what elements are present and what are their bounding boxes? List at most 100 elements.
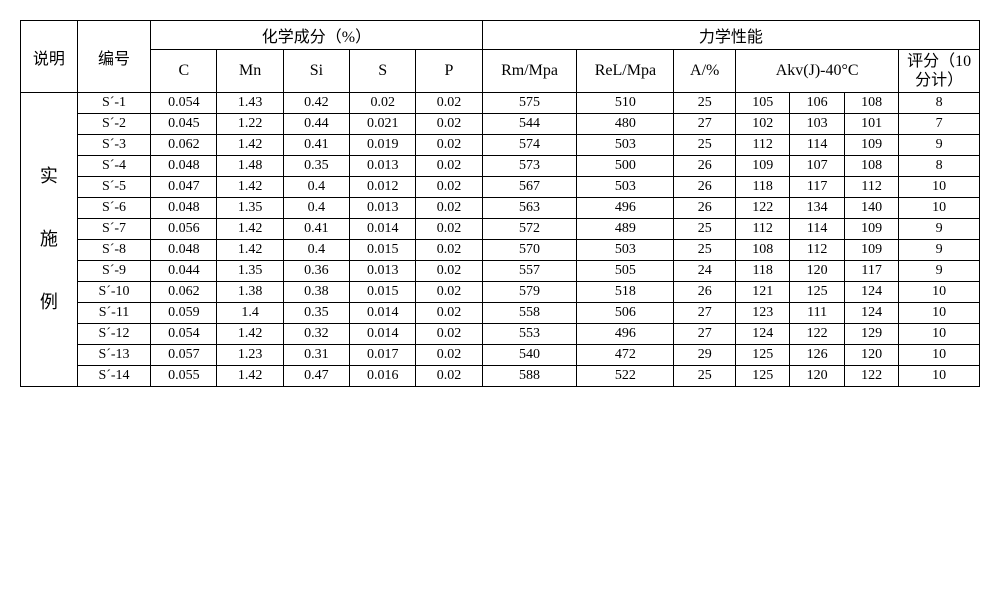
cell-S: 0.013: [350, 198, 416, 219]
cell-Akv2: 124: [844, 303, 898, 324]
cell-Akv2: 108: [844, 93, 898, 114]
cell-ReL: 503: [577, 240, 674, 261]
table-row: S´-120.0541.420.320.0140.025534962712412…: [21, 324, 980, 345]
cell-ReL: 496: [577, 324, 674, 345]
cell-score: 10: [899, 366, 980, 387]
table-row: S´-130.0571.230.310.0170.025404722912512…: [21, 345, 980, 366]
cell-S: 0.021: [350, 114, 416, 135]
header-akv: Akv(J)-40°C: [735, 50, 898, 93]
cell-score: 10: [899, 303, 980, 324]
cell-A: 27: [674, 114, 736, 135]
cell-Mn: 1.35: [217, 261, 283, 282]
group-label: 实 施 例: [21, 93, 78, 387]
cell-score: 9: [899, 135, 980, 156]
cell-Mn: 1.42: [217, 366, 283, 387]
cell-ReL: 496: [577, 198, 674, 219]
cell-P: 0.02: [416, 135, 482, 156]
cell-score: 9: [899, 261, 980, 282]
cell-A: 29: [674, 345, 736, 366]
cell-Akv0: 108: [735, 240, 789, 261]
cell-Akv1: 114: [790, 219, 844, 240]
cell-C: 0.056: [151, 219, 217, 240]
header-c: C: [151, 50, 217, 93]
header-num: 编号: [77, 21, 150, 93]
cell-Si: 0.4: [283, 177, 349, 198]
cell-Rm: 544: [482, 114, 577, 135]
cell-Akv0: 118: [735, 261, 789, 282]
cell-Mn: 1.23: [217, 345, 283, 366]
cell-P: 0.02: [416, 366, 482, 387]
cell-Si: 0.31: [283, 345, 349, 366]
cell-Akv2: 129: [844, 324, 898, 345]
cell-S: 0.014: [350, 219, 416, 240]
cell-S: 0.019: [350, 135, 416, 156]
cell-Rm: 563: [482, 198, 577, 219]
header-p: P: [416, 50, 482, 93]
cell-Si: 0.4: [283, 240, 349, 261]
cell-Akv2: 108: [844, 156, 898, 177]
cell-Akv2: 120: [844, 345, 898, 366]
cell-Mn: 1.42: [217, 240, 283, 261]
cell-score: 10: [899, 345, 980, 366]
cell-ReL: 489: [577, 219, 674, 240]
cell-Mn: 1.42: [217, 135, 283, 156]
cell-Mn: 1.35: [217, 198, 283, 219]
cell-id: S´-9: [77, 261, 150, 282]
cell-Akv1: 120: [790, 261, 844, 282]
table-row: S´-80.0481.420.40.0150.02570503251081121…: [21, 240, 980, 261]
cell-P: 0.02: [416, 177, 482, 198]
cell-Si: 0.38: [283, 282, 349, 303]
cell-Rm: 553: [482, 324, 577, 345]
cell-score: 8: [899, 93, 980, 114]
cell-Mn: 1.42: [217, 219, 283, 240]
cell-score: 7: [899, 114, 980, 135]
header-s: S: [350, 50, 416, 93]
cell-Mn: 1.42: [217, 177, 283, 198]
cell-Akv2: 109: [844, 135, 898, 156]
cell-P: 0.02: [416, 345, 482, 366]
cell-C: 0.048: [151, 240, 217, 261]
cell-P: 0.02: [416, 303, 482, 324]
cell-ReL: 522: [577, 366, 674, 387]
cell-C: 0.059: [151, 303, 217, 324]
cell-Akv0: 112: [735, 135, 789, 156]
cell-ReL: 503: [577, 135, 674, 156]
cell-Akv0: 112: [735, 219, 789, 240]
cell-ReL: 510: [577, 93, 674, 114]
cell-C: 0.057: [151, 345, 217, 366]
cell-ReL: 518: [577, 282, 674, 303]
cell-C: 0.054: [151, 324, 217, 345]
cell-Akv1: 125: [790, 282, 844, 303]
table-row: S´-30.0621.420.410.0190.0257450325112114…: [21, 135, 980, 156]
cell-S: 0.013: [350, 261, 416, 282]
cell-A: 26: [674, 177, 736, 198]
cell-Si: 0.41: [283, 135, 349, 156]
cell-Mn: 1.42: [217, 324, 283, 345]
cell-Akv2: 109: [844, 240, 898, 261]
cell-Si: 0.44: [283, 114, 349, 135]
cell-score: 10: [899, 282, 980, 303]
cell-Akv0: 102: [735, 114, 789, 135]
cell-C: 0.062: [151, 135, 217, 156]
cell-C: 0.055: [151, 366, 217, 387]
cell-Si: 0.47: [283, 366, 349, 387]
header-rm: Rm/Mpa: [482, 50, 577, 93]
cell-C: 0.054: [151, 93, 217, 114]
cell-C: 0.044: [151, 261, 217, 282]
cell-Akv2: 122: [844, 366, 898, 387]
cell-Rm: 588: [482, 366, 577, 387]
cell-Si: 0.32: [283, 324, 349, 345]
table-body: 实 施 例S´-10.0541.430.420.020.025755102510…: [21, 93, 980, 387]
cell-S: 0.013: [350, 156, 416, 177]
cell-Akv2: 101: [844, 114, 898, 135]
header-rel: ReL/Mpa: [577, 50, 674, 93]
cell-A: 26: [674, 156, 736, 177]
cell-Si: 0.35: [283, 303, 349, 324]
cell-Akv0: 121: [735, 282, 789, 303]
table-row: 实 施 例S´-10.0541.430.420.020.025755102510…: [21, 93, 980, 114]
cell-Si: 0.42: [283, 93, 349, 114]
cell-Rm: 573: [482, 156, 577, 177]
cell-id: S´-10: [77, 282, 150, 303]
cell-C: 0.048: [151, 156, 217, 177]
table-row: S´-50.0471.420.40.0120.02567503261181171…: [21, 177, 980, 198]
